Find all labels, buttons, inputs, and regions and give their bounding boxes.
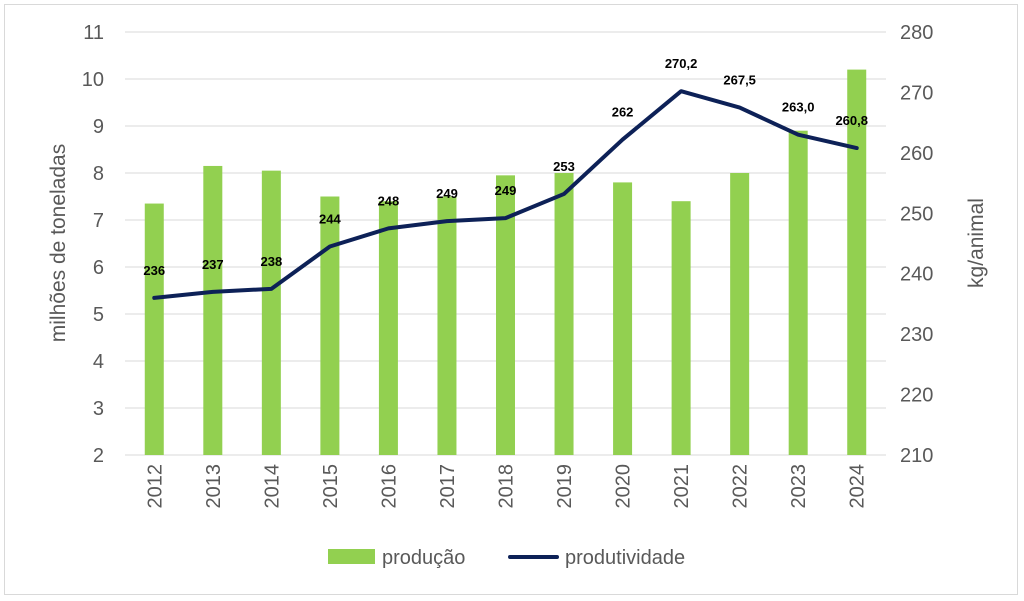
x-tick-label: 2012 — [144, 464, 166, 509]
legend-label-produtividade: produtividade — [565, 547, 685, 569]
data-label: 270,2 — [665, 56, 698, 71]
x-tick-label: 2014 — [261, 464, 283, 509]
data-label: 238 — [260, 254, 282, 269]
y-right-tick-label: 220 — [900, 385, 933, 407]
y-right-tick-label: 250 — [900, 203, 933, 225]
data-label: 267,5 — [723, 73, 756, 88]
bar-producao — [671, 201, 691, 455]
bar-producao — [496, 175, 515, 455]
y-right-tick-label: 280 — [900, 22, 933, 44]
y-right-tick-label: 270 — [900, 82, 933, 104]
y-right-tick-label: 230 — [900, 324, 933, 346]
x-tick-label: 2018 — [496, 464, 518, 509]
y-left-tick-label: 2 — [93, 445, 104, 467]
data-label: 248 — [378, 193, 400, 208]
bar-producao — [613, 182, 633, 455]
x-tick-label: 2020 — [613, 464, 635, 509]
data-label: 249 — [495, 183, 517, 198]
x-tick-label: 2023 — [788, 464, 810, 509]
y-left-tick-label: 6 — [93, 257, 104, 279]
x-tick-label: 2021 — [671, 464, 693, 509]
data-label: 262 — [612, 105, 634, 120]
y-left-tick-label: 5 — [93, 304, 104, 326]
y-right-tick-label: 210 — [900, 445, 933, 467]
y-left-tick-label: 8 — [93, 163, 104, 185]
y-left-tick-label: 7 — [93, 210, 104, 232]
y-right-tick-label: 240 — [900, 264, 933, 286]
chart-frame — [4, 4, 1018, 595]
bar-producao — [437, 196, 457, 455]
data-label: 236 — [143, 263, 165, 278]
x-tick-label: 2022 — [730, 464, 752, 509]
x-tick-label: 2015 — [320, 464, 342, 509]
line-produtividade — [152, 89, 859, 300]
bar-producao — [847, 69, 867, 455]
bar-producao — [320, 196, 340, 455]
data-label: 260,8 — [835, 113, 868, 128]
bar-producao — [144, 203, 164, 455]
data-label: 249 — [436, 186, 458, 201]
y-left-tick-label: 11 — [83, 22, 104, 44]
data-label: 237 — [202, 257, 224, 272]
y-right-tick-label: 260 — [900, 143, 933, 165]
bar-producao — [554, 173, 574, 455]
bar-producao — [261, 170, 281, 455]
data-label: 263,0 — [782, 100, 815, 115]
bar-producao — [378, 201, 398, 455]
y-right-axis-title: kg/animal — [965, 198, 988, 288]
legend-label-producao: produção — [382, 547, 465, 569]
y-left-tick-label: 3 — [93, 398, 104, 420]
x-tick-label: 2019 — [554, 464, 576, 509]
y-left-tick-label: 9 — [93, 116, 104, 138]
x-tick-label: 2016 — [378, 464, 400, 509]
bar-producao — [788, 130, 808, 455]
bar-producao — [730, 173, 750, 455]
legend-swatch-producao — [328, 549, 375, 564]
data-label: 244 — [319, 212, 341, 227]
y-left-tick-label: 4 — [93, 351, 104, 373]
x-tick-label: 2013 — [203, 464, 225, 509]
bar-producao — [203, 165, 223, 455]
y-left-tick-label: 10 — [82, 69, 104, 91]
x-tick-label: 2017 — [437, 464, 459, 509]
data-label: 253 — [553, 159, 575, 174]
x-tick-label: 2024 — [847, 464, 869, 509]
y-left-axis-title: milhões de toneladas — [47, 144, 70, 342]
